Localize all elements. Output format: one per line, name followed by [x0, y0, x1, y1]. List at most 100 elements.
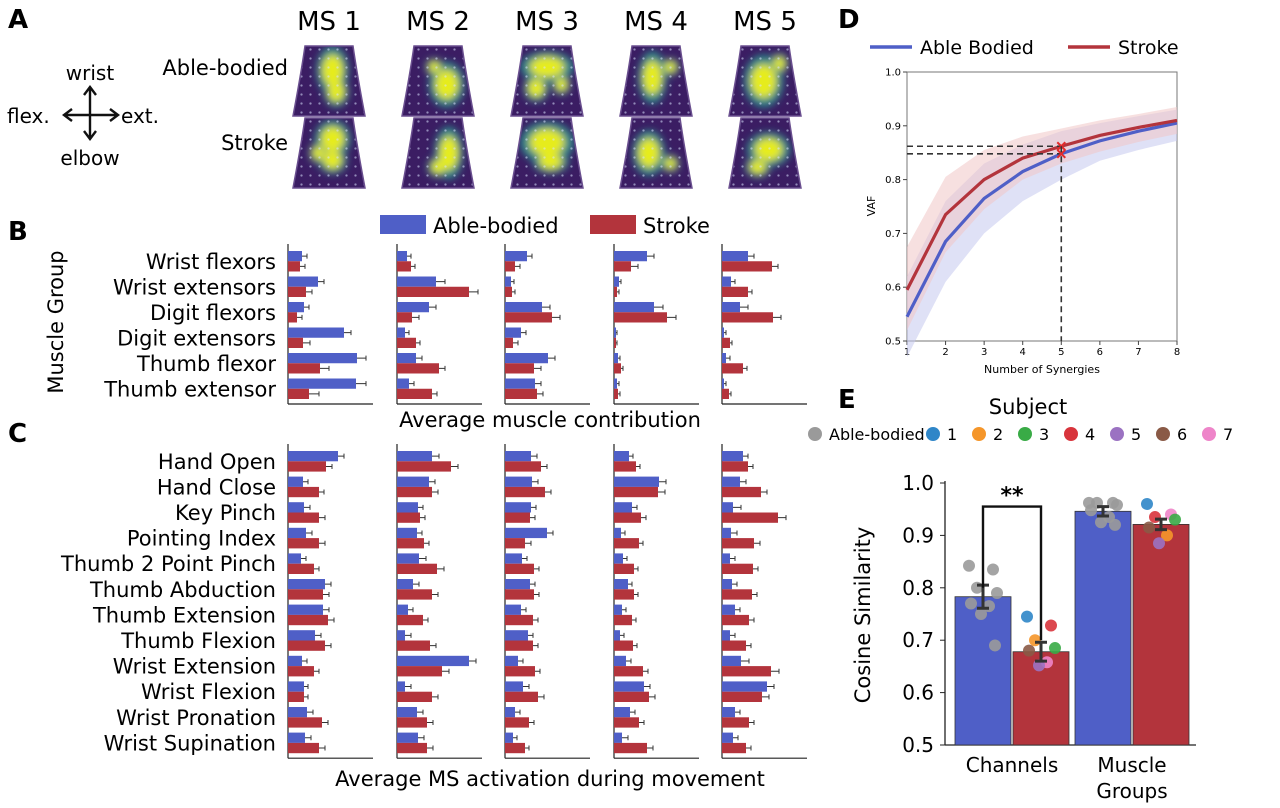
c-bar-able-ms2-11 [397, 732, 418, 743]
c-bar-able-ms4-3 [614, 527, 621, 539]
c-bar-able-ms5-6 [722, 604, 735, 615]
e-legend-marker-7 [1202, 427, 1216, 441]
c-bar-stroke-ms1-1 [288, 486, 319, 498]
c-errorbar-ms1-5-0 [325, 581, 332, 587]
c-errorbar-ms1-0-0 [338, 453, 345, 459]
c-errorbar-ms2-3-1 [424, 540, 430, 546]
e-ytick-label-0.5: 0.5 [902, 733, 934, 757]
b-bar-able-ms3-1 [505, 276, 511, 287]
e-legend-label-4: 4 [1085, 425, 1095, 444]
c-bar-able-ms4-9 [614, 681, 644, 692]
compass-right-label: ext. [121, 104, 159, 128]
b-bar-stroke-ms4-3 [614, 337, 616, 348]
c-bar-stroke-ms1-4 [288, 563, 314, 574]
c-bar-stroke-ms3-5 [505, 589, 534, 600]
heatmap-able-bodied-ms5 [729, 46, 801, 116]
e-point-1-1-5 [1161, 529, 1173, 542]
e-point-1-1-2 [1149, 511, 1161, 524]
b-bar-able-ms3-2 [505, 302, 542, 313]
e-legend-label-2: 2 [993, 425, 1003, 444]
e-bar-able-0 [954, 596, 1012, 746]
b-bar-stroke-ms5-2 [722, 312, 773, 323]
d-ytick-label-0.9: 0.9 [885, 121, 901, 132]
row-label-stroke: Stroke [221, 131, 288, 155]
c-bar-stroke-ms4-7 [614, 640, 633, 651]
c-bar-stroke-ms1-3 [288, 538, 319, 549]
c-bar-stroke-ms5-7 [722, 640, 746, 651]
c-errorbar-ms5-2-0 [733, 504, 742, 510]
c-errorbar-ms3-0-0 [531, 453, 538, 459]
c-errorbar-ms4-0-0 [629, 453, 634, 459]
c-errorbar-ms5-7-1 [746, 643, 752, 649]
c-errorbar-ms2-3-0 [417, 530, 423, 536]
c-errorbar-ms4-4-0 [623, 556, 628, 562]
c-bar-stroke-ms1-2 [288, 512, 319, 523]
c-errorbar-ms5-4-1 [753, 566, 759, 572]
c-category-1: Hand Close [157, 475, 276, 499]
c-errorbar-ms2-10-0 [417, 709, 424, 715]
c-bar-stroke-ms3-4 [505, 563, 534, 574]
b-errorbar-ms4-4-1 [621, 365, 624, 371]
d-band-stroke [907, 106, 1177, 331]
c-bar-stroke-ms3-2 [505, 512, 530, 523]
c-bar-stroke-ms5-2 [722, 512, 778, 523]
d-ytick-label-0.5: 0.5 [885, 337, 901, 348]
c-bar-stroke-ms5-10 [722, 717, 749, 728]
c-bar-stroke-ms4-0 [614, 461, 636, 472]
e-point-0-1-1 [1045, 619, 1057, 632]
compass: wrist elbow flex. ext. [7, 61, 159, 170]
c-errorbar-ms3-9-0 [523, 684, 530, 690]
b-bar-able-ms1-2 [288, 302, 304, 313]
b-bar-able-ms4-1 [614, 276, 619, 287]
e-point-1-1-0 [1141, 497, 1153, 510]
b-bar-able-ms5-3 [722, 327, 724, 338]
b-bar-able-ms5-5 [722, 378, 724, 389]
c-errorbar-ms1-1-0 [303, 479, 309, 485]
c-bar-stroke-ms3-0 [505, 461, 541, 472]
e-point-1-0-7 [1109, 518, 1121, 531]
c-errorbar-ms2-7-0 [405, 632, 412, 638]
c-errorbar-ms3-9-1 [538, 694, 545, 700]
b-errorbar-ms4-5-1 [618, 391, 621, 397]
b-errorbar-ms2-1-0 [436, 279, 446, 285]
d-legend: Able Bodied Stroke [870, 37, 1179, 59]
c-bar-stroke-ms3-7 [505, 640, 533, 651]
c-bar-able-ms4-6 [614, 604, 622, 615]
c-bar-stroke-ms2-8 [397, 666, 442, 677]
c-errorbar-ms3-11-0 [513, 735, 518, 741]
c-bar-stroke-ms4-9 [614, 691, 649, 702]
c-errorbar-ms3-8-0 [518, 658, 524, 664]
c-bar-able-ms5-11 [722, 732, 733, 743]
b-errorbar-ms1-5-1 [309, 391, 320, 397]
c-bar-stroke-ms2-11 [397, 742, 427, 754]
b-ylabel: Muscle Group [44, 250, 68, 393]
c-bar-stroke-ms3-8 [505, 666, 535, 677]
b-errorbar-ms1-2-0 [304, 304, 310, 310]
c-bar-able-ms2-9 [397, 681, 405, 692]
c-errorbar-ms2-6-1 [423, 617, 429, 623]
c-errorbar-ms1-0-1 [326, 463, 333, 469]
e-point-0-0-1 [987, 563, 999, 576]
c-errorbar-ms4-3-1 [639, 540, 644, 546]
b-bar-stroke-ms3-3 [505, 337, 513, 348]
d-xtick-label-5: 5 [1058, 347, 1064, 358]
c-bar-stroke-ms3-9 [505, 691, 538, 702]
legend-able-label: Able-bodied [433, 214, 559, 238]
c-errorbar-ms2-1-1 [432, 489, 439, 495]
c-errorbar-ms1-8-1 [314, 668, 320, 674]
c-bar-able-ms1-10 [288, 707, 307, 718]
c-bar-stroke-ms2-4 [397, 563, 437, 574]
b-errorbar-ms5-3-1 [730, 340, 733, 346]
c-errorbar-ms5-7-0 [730, 632, 736, 638]
c-bar-able-ms1-9 [288, 681, 304, 692]
d-xtick-label-3: 3 [981, 347, 987, 358]
c-errorbar-ms2-0-1 [451, 463, 459, 469]
d-xlabel: Number of Synergies [984, 363, 1100, 376]
b-bar-stroke-ms1-5 [288, 388, 309, 399]
b-errorbar-ms3-4-0 [548, 355, 556, 361]
c-errorbar-ms1-4-1 [314, 566, 320, 572]
c-bar-stroke-ms4-8 [614, 666, 643, 677]
c-errorbar-ms4-6-1 [632, 617, 637, 623]
b-bar-stroke-ms2-3 [397, 337, 416, 348]
b-bar-stroke-ms3-4 [505, 363, 534, 374]
